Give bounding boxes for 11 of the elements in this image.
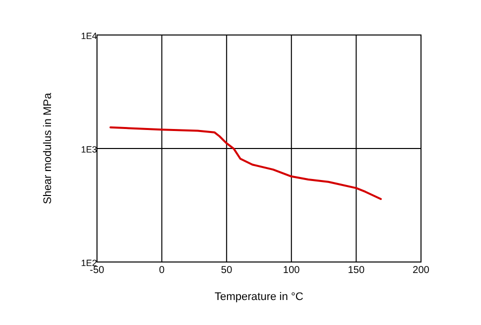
y-axis-title: Shear modulus in MPa (42, 92, 54, 204)
y-tick-label: 1E3 (80, 144, 97, 154)
x-tick-label: 0 (159, 265, 166, 276)
y-tick-label: 1E4 (80, 31, 97, 41)
x-axis-title: Temperature in °C (214, 291, 304, 303)
line-series (109, 126, 382, 200)
x-tick-label: 200 (412, 265, 430, 276)
x-tick-label: 50 (221, 265, 233, 276)
x-tick-label: -50 (90, 265, 105, 276)
x-tick-label: 150 (348, 265, 365, 276)
x-tick-label: 100 (283, 265, 300, 276)
